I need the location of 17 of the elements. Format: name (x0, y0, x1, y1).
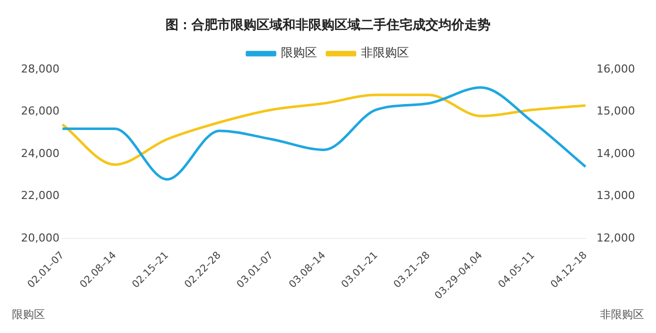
y-tick-label: 24,000 (20, 146, 60, 160)
legend-label: 限购区 (281, 46, 317, 60)
line-series (61, 86, 587, 181)
y2-tick-label: 12,000 (596, 231, 636, 244)
y-tick-label: 26,000 (20, 104, 60, 118)
y2-tick-label: 15,000 (596, 104, 636, 118)
y2-tick-label: 13,000 (596, 189, 636, 202)
y2-tick-label: 16,000 (596, 62, 636, 76)
legend-label: 非限购区 (361, 46, 409, 60)
y-axis-title: 限购区 (12, 308, 45, 321)
chart-title: 图：合肥市限购区域和非限购区域二手住宅成交均价走势 (166, 17, 490, 34)
line-series (61, 94, 587, 166)
y2-axis-title: 非限购区 (600, 308, 644, 321)
y-tick-label: 28,000 (20, 62, 60, 76)
y2-tick-label: 14,000 (596, 146, 636, 160)
y-tick-label: 22,000 (20, 189, 60, 202)
y-tick-label: 20,000 (20, 231, 60, 244)
